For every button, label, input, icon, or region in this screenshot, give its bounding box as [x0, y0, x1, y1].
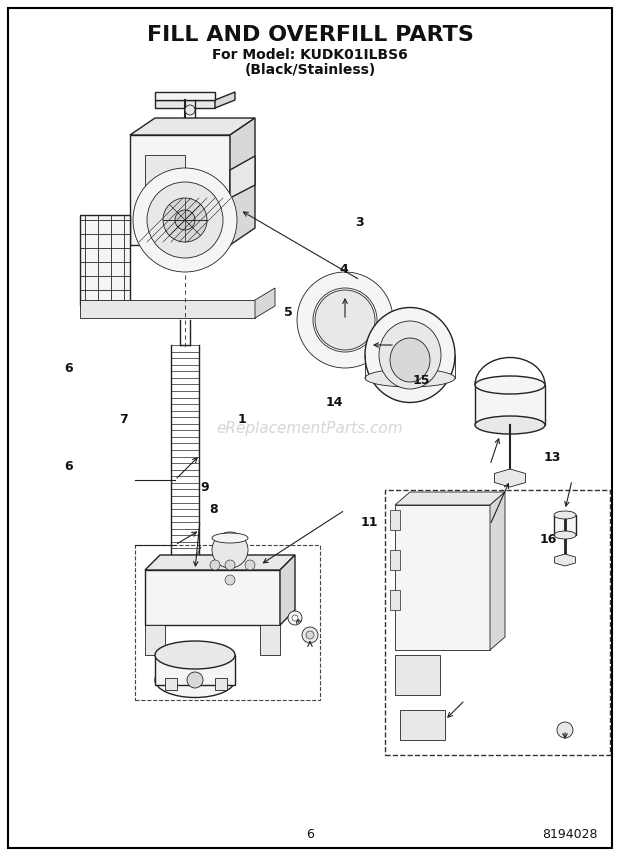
Bar — [390, 590, 400, 610]
Ellipse shape — [554, 531, 576, 539]
Text: 6: 6 — [64, 460, 73, 473]
Text: 8194028: 8194028 — [542, 829, 598, 841]
Polygon shape — [260, 625, 280, 655]
Ellipse shape — [155, 641, 235, 669]
Circle shape — [133, 168, 237, 272]
Bar — [385, 490, 610, 755]
Ellipse shape — [365, 369, 455, 387]
Circle shape — [212, 532, 248, 568]
Circle shape — [225, 575, 235, 585]
Text: 6: 6 — [64, 361, 73, 375]
Polygon shape — [80, 215, 130, 305]
Polygon shape — [155, 655, 235, 685]
Polygon shape — [215, 92, 235, 108]
Polygon shape — [80, 300, 255, 318]
Circle shape — [163, 198, 207, 242]
Text: 5: 5 — [284, 306, 293, 319]
Text: eReplacementParts.com: eReplacementParts.com — [216, 420, 404, 436]
Circle shape — [315, 290, 375, 350]
Polygon shape — [255, 288, 275, 318]
Text: (Black/Stainless): (Black/Stainless) — [244, 63, 376, 77]
Polygon shape — [494, 469, 526, 487]
Circle shape — [147, 182, 223, 258]
Ellipse shape — [365, 307, 455, 402]
Circle shape — [313, 288, 377, 352]
Bar — [390, 510, 400, 530]
Text: 14: 14 — [326, 395, 343, 409]
Circle shape — [292, 615, 298, 621]
Text: 7: 7 — [120, 413, 128, 426]
Ellipse shape — [475, 376, 545, 394]
Polygon shape — [155, 100, 215, 108]
Bar — [135, 545, 320, 700]
Bar — [165, 678, 177, 690]
Text: For Model: KUDK01ILBS6: For Model: KUDK01ILBS6 — [212, 48, 408, 62]
Text: 8: 8 — [210, 502, 218, 516]
Polygon shape — [145, 155, 185, 195]
Circle shape — [210, 560, 220, 570]
Polygon shape — [130, 135, 230, 245]
Polygon shape — [554, 515, 576, 535]
Polygon shape — [395, 505, 490, 650]
Text: 16: 16 — [540, 532, 557, 546]
Circle shape — [187, 672, 203, 688]
Circle shape — [297, 272, 393, 368]
Circle shape — [557, 722, 573, 738]
Bar — [215, 678, 227, 690]
Circle shape — [306, 631, 314, 639]
Circle shape — [302, 627, 318, 643]
Polygon shape — [130, 118, 255, 135]
Polygon shape — [400, 710, 445, 740]
Circle shape — [185, 105, 195, 115]
Circle shape — [245, 560, 255, 570]
Circle shape — [225, 560, 235, 570]
Polygon shape — [230, 118, 255, 245]
Polygon shape — [145, 570, 280, 625]
Polygon shape — [230, 156, 255, 198]
Text: 11: 11 — [360, 515, 378, 529]
Text: 13: 13 — [543, 451, 560, 465]
Circle shape — [288, 611, 302, 625]
Polygon shape — [280, 555, 295, 625]
Text: 3: 3 — [355, 216, 364, 229]
Ellipse shape — [475, 416, 545, 434]
Text: 4: 4 — [340, 263, 348, 276]
Bar — [390, 550, 400, 570]
Text: FILL AND OVERFILL PARTS: FILL AND OVERFILL PARTS — [146, 25, 474, 45]
Polygon shape — [145, 625, 165, 655]
Text: 15: 15 — [413, 374, 430, 388]
Polygon shape — [395, 492, 505, 505]
Polygon shape — [145, 555, 295, 570]
Ellipse shape — [212, 533, 248, 543]
Text: 9: 9 — [200, 481, 209, 495]
Polygon shape — [155, 92, 215, 100]
Ellipse shape — [379, 321, 441, 389]
Text: 6: 6 — [306, 829, 314, 841]
Ellipse shape — [554, 511, 576, 519]
Polygon shape — [475, 385, 545, 425]
Ellipse shape — [155, 663, 235, 698]
Polygon shape — [395, 655, 440, 695]
Ellipse shape — [390, 338, 430, 382]
Polygon shape — [555, 554, 575, 566]
Circle shape — [175, 210, 195, 230]
Text: 1: 1 — [237, 413, 246, 426]
Polygon shape — [490, 492, 505, 650]
